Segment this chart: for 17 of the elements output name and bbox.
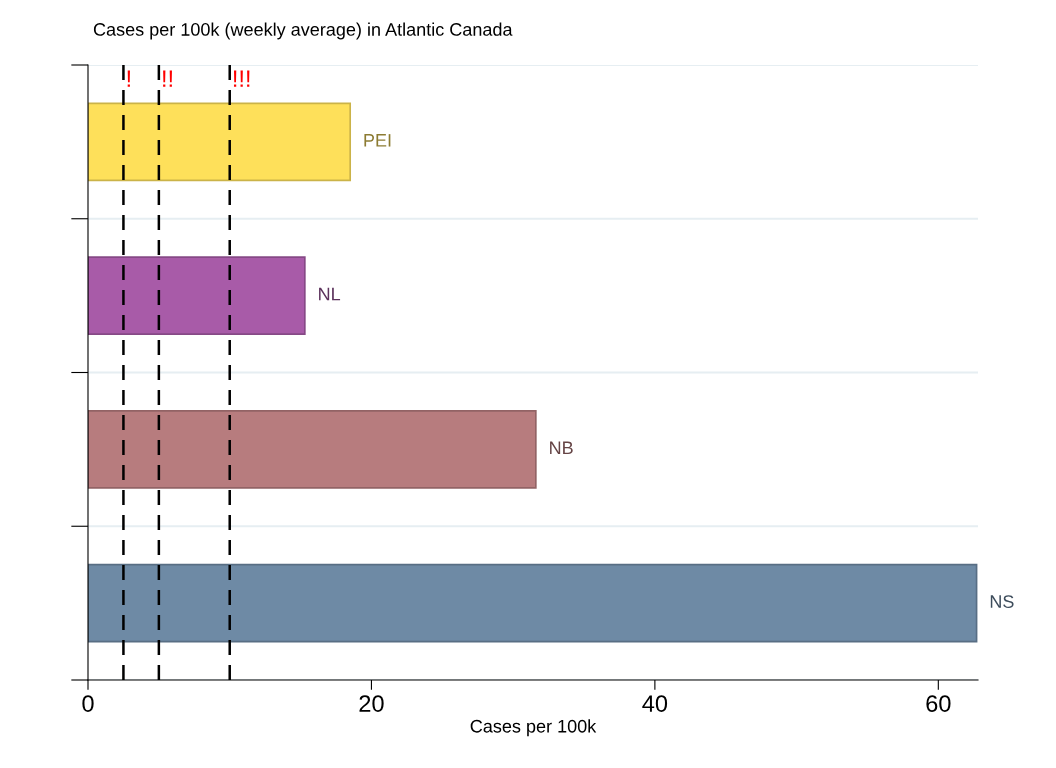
- y-tick-label: NS: [990, 595, 1014, 608]
- x-tick-label: 20: [359, 695, 384, 712]
- y-tick-label: NB: [550, 441, 573, 455]
- ref-line-label: !: [127, 70, 130, 87]
- y-tick-label: PEI: [364, 134, 391, 147]
- y-tick-label: NL: [319, 287, 341, 301]
- x-tick-label: 40: [642, 695, 668, 712]
- x-tick-label: 0: [82, 695, 94, 712]
- bar: [88, 256, 306, 335]
- chart-title: Cases per 100k (weekly average) in Atlantic Canada: [93, 22, 513, 40]
- x-axis-title: Cases per 100k: [470, 719, 597, 737]
- ref-line-label: !!!: [233, 70, 250, 87]
- ref-line-label: !!: [163, 70, 172, 87]
- bar: [88, 563, 978, 643]
- bar: [88, 410, 537, 489]
- bar: [88, 102, 352, 182]
- x-tick-label: 60: [926, 695, 951, 712]
